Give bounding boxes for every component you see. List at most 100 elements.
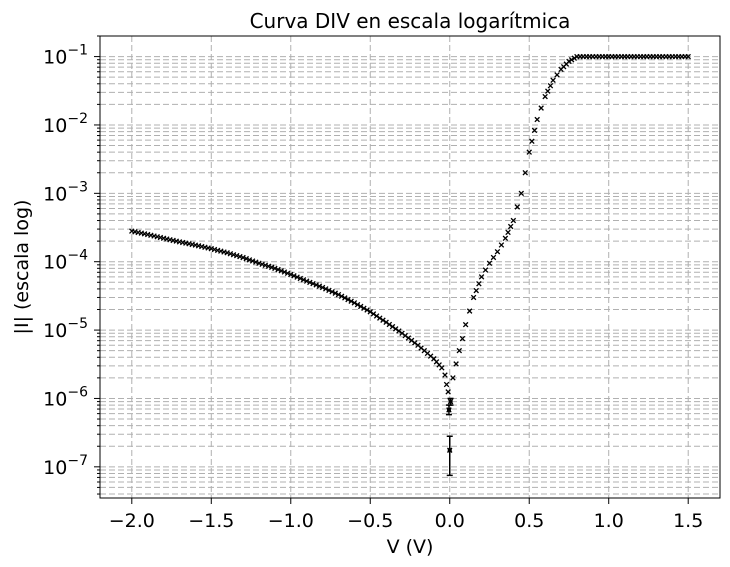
data-point xyxy=(278,268,284,274)
y-tick-exponent: −6 xyxy=(67,384,88,400)
data-point xyxy=(482,267,489,273)
data-point xyxy=(307,279,313,286)
y-tick-exponent: −1 xyxy=(67,43,88,59)
plot-frame xyxy=(99,35,721,499)
data-point xyxy=(554,72,560,78)
data-point xyxy=(547,82,554,89)
data-point xyxy=(445,389,451,395)
data-point xyxy=(326,287,332,294)
y-axis-label: |I| (escala log) xyxy=(11,200,33,335)
data-point xyxy=(396,328,402,334)
data-point xyxy=(514,204,521,210)
data-point xyxy=(291,273,297,279)
data-point xyxy=(518,190,525,197)
data-point xyxy=(319,284,326,291)
data-point xyxy=(303,278,310,284)
data-point xyxy=(505,229,511,236)
x-tick-label: −1.5 xyxy=(188,510,234,532)
data-point xyxy=(364,307,370,313)
chart-title: Curva DIV en escala logarítmica xyxy=(250,9,571,33)
y-tick-label: 10−4 xyxy=(43,248,88,274)
data-point xyxy=(476,280,482,287)
data-point xyxy=(361,305,367,311)
data-point xyxy=(253,259,259,265)
y-tick-exponent: −3 xyxy=(67,179,88,195)
data-point xyxy=(566,58,572,65)
data-point xyxy=(490,254,497,261)
y-tick-base: 10 xyxy=(43,47,67,69)
y-tick-exponent: −4 xyxy=(67,248,88,264)
data-point xyxy=(354,301,361,308)
data-point xyxy=(443,381,450,388)
data-point xyxy=(439,365,445,371)
x-tick-label: 1.5 xyxy=(673,510,703,532)
data-point xyxy=(386,321,393,328)
data-point xyxy=(300,277,307,283)
data-point xyxy=(351,300,358,306)
data-point xyxy=(529,138,535,145)
data-point xyxy=(522,169,529,176)
data-point xyxy=(367,309,374,315)
error-bar xyxy=(447,397,454,406)
data-point xyxy=(348,298,354,304)
y-tick-base: 10 xyxy=(43,252,67,274)
data-point xyxy=(373,313,380,319)
data-point xyxy=(377,315,383,321)
data-point xyxy=(370,311,377,317)
data-point xyxy=(313,282,319,288)
y-tick-label: 10−2 xyxy=(43,111,88,137)
data-point xyxy=(486,260,493,266)
grid xyxy=(100,35,720,498)
data-point xyxy=(442,372,448,378)
y-tick-label: 10−5 xyxy=(43,316,88,342)
y-tick-base: 10 xyxy=(43,183,67,205)
data-point xyxy=(294,274,300,280)
data-point xyxy=(240,254,246,261)
data-point xyxy=(526,149,532,155)
error-bar xyxy=(446,435,453,477)
data-point xyxy=(531,127,538,134)
y-tick-label: 10−6 xyxy=(43,384,88,410)
data-point xyxy=(272,265,278,272)
data-point xyxy=(510,217,517,224)
data-point xyxy=(571,55,578,61)
data-point xyxy=(462,321,469,328)
data-point xyxy=(322,286,329,292)
x-tick-label: −0.5 xyxy=(347,510,393,532)
data-point xyxy=(335,291,342,298)
data-point xyxy=(538,105,544,111)
y-tick-base: 10 xyxy=(43,388,67,410)
data-point xyxy=(284,270,291,277)
x-axis-label: V (V) xyxy=(387,536,434,558)
data-point xyxy=(316,283,323,289)
data-point xyxy=(478,274,485,280)
data-point xyxy=(392,326,399,332)
data-point xyxy=(383,319,389,326)
data-point xyxy=(246,257,253,263)
data-point xyxy=(473,287,479,294)
y-tick-base: 10 xyxy=(43,115,67,137)
data-point xyxy=(380,317,386,323)
y-tick-exponent: −2 xyxy=(67,111,88,127)
data-point xyxy=(498,242,505,248)
data-point xyxy=(545,88,551,94)
data-point xyxy=(275,266,281,273)
data-point xyxy=(345,296,351,303)
y-tick-exponent: −7 xyxy=(67,453,88,469)
data-point xyxy=(310,280,316,287)
data-point xyxy=(338,293,345,300)
data-point xyxy=(550,77,556,84)
data-point xyxy=(297,275,304,282)
data-point xyxy=(281,269,288,275)
x-tick-label: 0.0 xyxy=(435,510,465,532)
data-point xyxy=(389,323,396,330)
y-tick-exponent: −5 xyxy=(67,316,88,332)
data-point xyxy=(459,335,466,342)
data-point xyxy=(342,295,348,301)
data-point xyxy=(534,116,540,123)
x-tick-label: −1.0 xyxy=(268,510,314,532)
data-point xyxy=(329,289,335,295)
data-point xyxy=(494,248,501,255)
data-point xyxy=(450,375,456,381)
